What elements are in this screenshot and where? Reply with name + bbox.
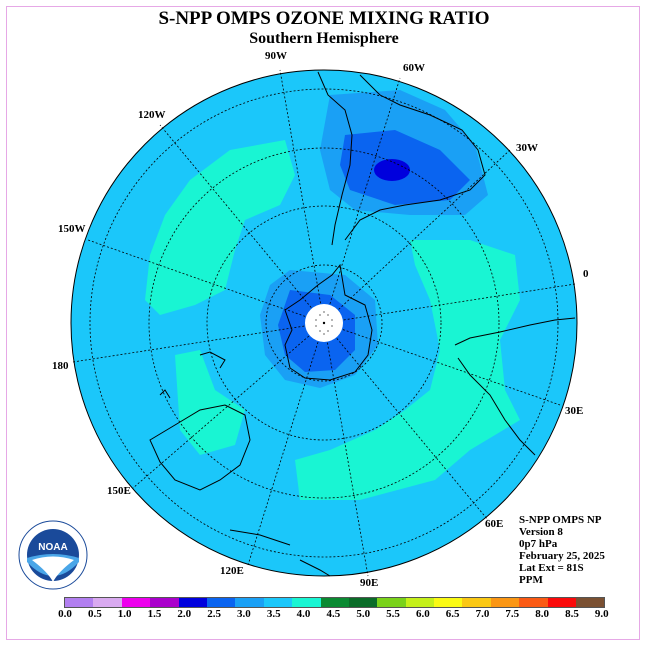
- africa-coast: [454, 317, 576, 456]
- lon-label-90w: 90W: [265, 50, 287, 62]
- colorbar-tick-label: 2.0: [177, 608, 192, 620]
- colorbar-swatch: [519, 598, 548, 607]
- contour-high-southwest: [175, 350, 245, 455]
- lon-label-120w: 120W: [138, 109, 166, 121]
- colorbar-tick-label: 6.0: [415, 608, 430, 620]
- lon-label-90e: 90E: [360, 577, 379, 589]
- colorbar-swatch: [235, 598, 264, 607]
- lon-label-120e: 120E: [220, 565, 244, 577]
- colorbar-tick-label: 0.0: [58, 608, 72, 620]
- colorbar-swatch: [178, 598, 207, 607]
- logo-text: NOAA: [38, 542, 67, 553]
- info-block: S-NPP OMPS NP Version 8 0p7 hPa February…: [519, 514, 605, 586]
- colorbar-tick-label: 1.0: [117, 608, 132, 620]
- lon-label-60e: 60E: [485, 518, 504, 530]
- graticule: [72, 69, 576, 577]
- colorbar-tick-label: 2.5: [207, 608, 221, 620]
- contour-min: [374, 159, 410, 181]
- colorbar-tick-label: 4.0: [296, 608, 311, 620]
- colorbar-tick-label: 9.0: [594, 608, 609, 620]
- indonesia-coast: [229, 529, 331, 577]
- colorbar-tick-label: 8.0: [535, 608, 549, 620]
- south-america-coast: [317, 71, 486, 246]
- page-frame: [6, 6, 640, 640]
- colorbar-ticks: 0.0 0.5 1.0 1.5 2.0 2.5 3.0 3.5 4.0 4.5 5.0 5.5 6.0 6…: [0, 608, 648, 622]
- colorbar-tick-label: 5.0: [356, 608, 371, 620]
- noaa-logo: NOAA: [18, 520, 88, 590]
- colorbar-tick-label: 7.0: [475, 608, 490, 620]
- colorbar-swatch: [263, 598, 293, 607]
- lon-label-180: 180: [52, 360, 69, 372]
- colorbar-swatch: [547, 598, 577, 607]
- colorbar-swatch: [490, 598, 520, 607]
- new-zealand-coast: [159, 351, 226, 399]
- lon-label-60w: 60W: [403, 62, 425, 74]
- colorbar-tick-label: 5.5: [386, 608, 400, 620]
- colorbar-swatch: [377, 598, 406, 607]
- antarctica-coast: [284, 263, 373, 381]
- pole-dots: [315, 311, 333, 335]
- info-lat-ext: Lat Ext = 81S: [519, 562, 584, 574]
- info-level: 0p7 hPa: [519, 538, 558, 550]
- colorbar-tick-label: 3.5: [266, 608, 281, 620]
- info-version: Version 8: [519, 526, 563, 538]
- colorbar-swatch: [65, 598, 94, 607]
- colorbar-swatch: [576, 598, 605, 607]
- lon-label-30w: 30W: [516, 142, 538, 154]
- colorbar-swatch: [405, 598, 435, 607]
- australia-coast: [149, 404, 251, 491]
- colorbar-tick-label: 4.5: [326, 608, 341, 620]
- colorbar-tick-label: 6.5: [445, 608, 460, 620]
- colorbar-tick-label: 3.0: [237, 608, 251, 620]
- lon-label-150w: 150W: [58, 223, 86, 235]
- colorbar-swatch: [206, 598, 236, 607]
- info-units: PPM: [519, 574, 543, 586]
- info-date: February 25, 2025: [519, 550, 605, 562]
- contour-high-east: [295, 240, 520, 500]
- colorbar-tick-label: 1.5: [147, 608, 162, 620]
- colorbar-tick-label: 7.5: [505, 608, 520, 620]
- map-outline: [70, 69, 578, 577]
- colorbar-swatch: [150, 598, 179, 607]
- map-subtitle: Southern Hemisphere: [249, 30, 399, 47]
- colorbar-swatch: [348, 598, 378, 607]
- colorbar-swatch: [434, 598, 463, 607]
- colorbar-swatch: [292, 598, 321, 607]
- info-instrument: S-NPP OMPS NP: [519, 514, 602, 526]
- lon-label-150e: 150E: [107, 485, 131, 497]
- colorbar-swatch: [121, 598, 151, 607]
- colorbar-tick-label: 8.5: [565, 608, 579, 620]
- colorbar-swatch: [93, 598, 122, 607]
- colorbar-swatch: [462, 598, 491, 607]
- colorbar-tick-label: 0.5: [87, 608, 102, 620]
- colorbar-swatch: [320, 598, 349, 607]
- lon-label-0: 0: [583, 268, 589, 280]
- coastlines: [149, 71, 576, 577]
- map-title: S-NPP OMPS OZONE MIXING RATIO: [158, 8, 490, 29]
- contour-high-west: [145, 140, 295, 315]
- lon-label-30e: 30E: [565, 405, 584, 417]
- colorbar: [64, 597, 606, 608]
